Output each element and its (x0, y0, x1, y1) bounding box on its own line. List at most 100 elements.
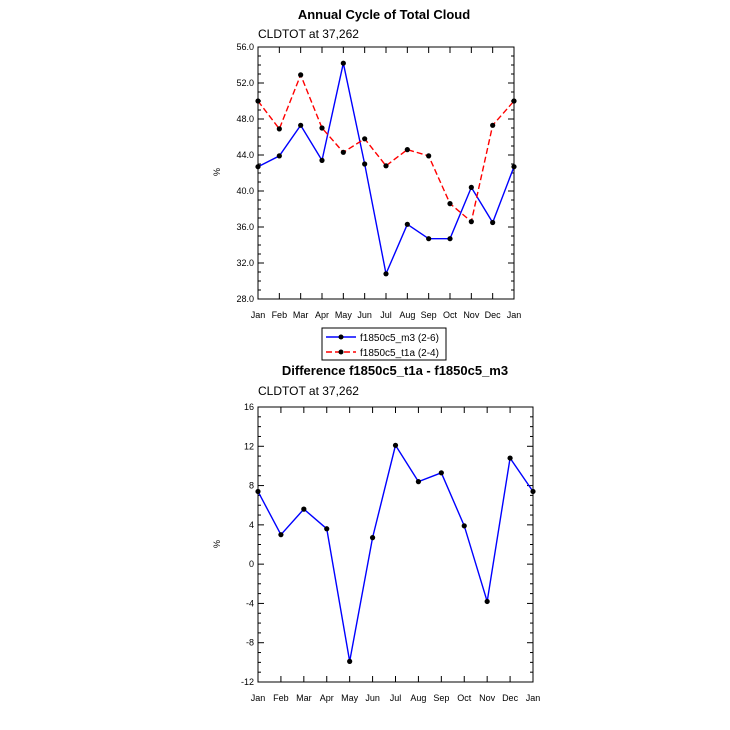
x-tick-label: May (335, 310, 353, 320)
x-tick-label: Jul (390, 693, 402, 703)
data-point (347, 658, 353, 664)
data-point (255, 164, 261, 170)
data-point (404, 221, 410, 227)
x-tick-label: Apr (315, 310, 329, 320)
y-tick-label: 4 (249, 520, 254, 530)
y-tick-label: 56.0 (236, 42, 254, 52)
data-point (298, 122, 304, 128)
y-tick-label: -8 (246, 638, 254, 648)
data-point (276, 126, 282, 132)
plot-frame (257, 406, 534, 683)
data-point (340, 60, 346, 66)
legend-label-t1a: f1850c5_t1a (2-4) (360, 348, 439, 359)
legend: f1850c5_m3 (2-6) f1850c5_t1a (2-4) (321, 327, 447, 361)
data-point (324, 526, 330, 532)
data-point (301, 506, 307, 512)
axes: 28.0 32.0 36.0 40.0 44.0 48.0 52.0 56.0 Jan Feb Ma… (236, 42, 521, 320)
x-tick-label: Sep (421, 310, 437, 320)
legend-marker-m3 (338, 334, 344, 340)
annual-cycle-chart: Annual Cycle of Total Cloud CLDTOT at 37… (212, 7, 521, 320)
data-point (415, 479, 422, 485)
x-tick-label: Oct (443, 310, 458, 320)
y-tick-label: 36.0 (236, 222, 254, 232)
x-tick-label: Aug (410, 693, 426, 703)
x-tick-label: Dec (502, 693, 519, 703)
legend-label-m3: f1850c5_m3 (2-6) (360, 333, 439, 344)
data-point (438, 470, 444, 476)
x-tick-label: Nov (463, 310, 480, 320)
x-tick-label: Jul (380, 310, 392, 320)
x-tick-label: Jun (365, 693, 380, 703)
chart-subtitle: CLDTOT at 37,262 (258, 27, 359, 41)
chart-title: Difference f1850c5_t1a - f1850c5_m3 (282, 363, 508, 378)
data-point (255, 98, 261, 104)
data-point (362, 161, 368, 167)
x-tick-label: Feb (273, 693, 289, 703)
data-point (278, 532, 284, 538)
data-point (404, 147, 410, 153)
x-tick-label: Apr (320, 693, 334, 703)
data-point (447, 236, 453, 242)
y-tick-label: 28.0 (236, 294, 254, 304)
x-tick-label: Jun (357, 310, 372, 320)
data-point (392, 442, 399, 448)
y-tick-label: 32.0 (236, 258, 254, 268)
y-tick-label: -4 (246, 598, 254, 608)
series-layer (255, 442, 536, 664)
x-tick-label: May (341, 693, 359, 703)
series-line-1 (257, 73, 515, 223)
data-point (530, 488, 536, 495)
x-tick-label: Mar (293, 310, 309, 320)
series-line-0 (257, 443, 534, 662)
y-tick-label: 0 (249, 559, 254, 569)
legend-marker-t1a (338, 349, 344, 355)
legend-item-t1a: f1850c5_t1a (2-4) (326, 348, 439, 359)
x-tick-label: Oct (457, 693, 472, 703)
x-tick-label: Jan (251, 310, 266, 320)
y-tick-label: 16 (244, 402, 254, 412)
difference-chart: Difference f1850c5_t1a - f1850c5_m3 CLDT… (212, 363, 540, 703)
chart-subtitle: CLDTOT at 37,262 (258, 384, 359, 398)
chart-title: Annual Cycle of Total Cloud (298, 7, 470, 22)
x-tick-label: Feb (272, 310, 288, 320)
data-point (461, 523, 467, 529)
data-point (468, 219, 474, 225)
y-tick-label: 40.0 (236, 186, 254, 196)
y-tick-label: 48.0 (236, 114, 254, 124)
legend-item-m3: f1850c5_m3 (2-6) (326, 333, 439, 344)
data-point (276, 153, 282, 159)
data-point (447, 201, 453, 207)
legend-box (321, 327, 447, 361)
series-line-0 (257, 63, 515, 277)
data-point (383, 163, 389, 169)
data-point (490, 219, 496, 226)
x-tick-label: Mar (296, 693, 312, 703)
data-point (426, 236, 432, 242)
data-point (511, 164, 517, 170)
data-point (426, 153, 432, 159)
x-tick-label: Nov (479, 693, 496, 703)
x-tick-label: Jan (507, 310, 522, 320)
data-point (298, 72, 304, 78)
x-tick-label: Dec (485, 310, 502, 320)
data-point (468, 184, 474, 190)
y-axis-label: % (212, 168, 222, 176)
data-point (319, 125, 325, 131)
data-point (490, 122, 496, 128)
y-tick-label: 44.0 (236, 150, 254, 160)
data-point (507, 455, 513, 461)
data-point (383, 271, 389, 277)
y-tick-label: 8 (249, 481, 254, 491)
x-tick-label: Sep (433, 693, 449, 703)
x-tick-label: Aug (399, 310, 415, 320)
data-point (511, 98, 517, 104)
data-point (255, 488, 261, 495)
data-point (369, 535, 376, 541)
series-layer (255, 60, 517, 277)
x-tick-label: Jan (251, 693, 266, 703)
data-point (362, 136, 368, 142)
axes: -12 -8 -4 0 4 8 12 16 Jan Feb Mar Apr May Jun Jul Aug Se… (241, 402, 540, 703)
y-tick-label: 52.0 (236, 78, 254, 88)
data-point (340, 149, 346, 155)
